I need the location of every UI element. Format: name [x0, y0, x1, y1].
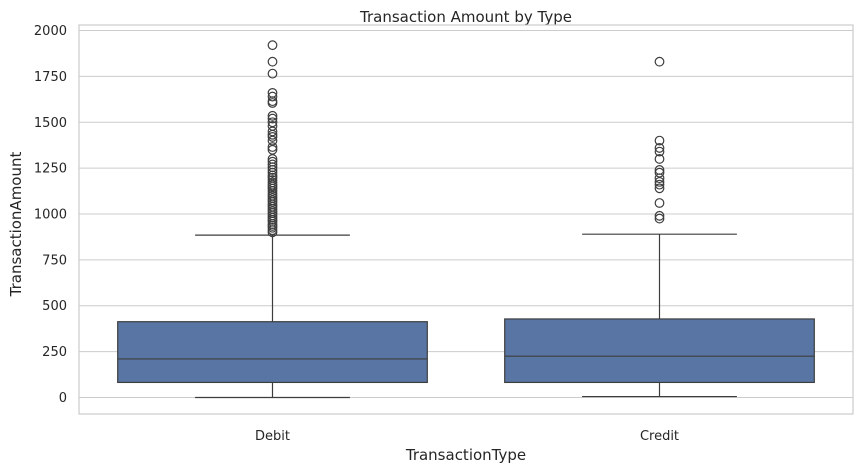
- outlier-credit-8: [654, 165, 665, 175]
- outlier-credit-7: [654, 167, 665, 178]
- box-group-debit: [117, 40, 428, 399]
- y-tick-labels: 0 250 500 750 1000 1250 1500 1750 2000: [34, 24, 67, 406]
- x-tick-label-debit: Debit: [255, 429, 290, 444]
- outlier-credit-4: [654, 179, 665, 190]
- y-tick-label-1750: 1750: [34, 70, 67, 85]
- y-tick-label-500: 500: [42, 299, 67, 314]
- outlier-credit-13: [654, 56, 665, 67]
- iqr-box-credit: [504, 318, 815, 384]
- outlier-debit-30: [267, 159, 278, 170]
- outlier-debit-49: [267, 40, 278, 51]
- y-tick-label-1500: 1500: [34, 116, 67, 131]
- y-tick-label-1000: 1000: [34, 207, 67, 222]
- outlier-debit-23: [267, 177, 278, 188]
- outlier-debit-34: [267, 142, 278, 152]
- chart-title: Transaction Amount by Type: [359, 8, 572, 26]
- outlier-credit-0: [654, 213, 665, 224]
- iqr-box-debit: [117, 321, 428, 384]
- outlier-debit-31: [267, 156, 278, 167]
- outlier-debit-41: [267, 113, 278, 124]
- outlier-credit-12: [654, 135, 665, 146]
- y-tick-label-750: 750: [42, 253, 67, 268]
- x-tick-label-credit: Credit: [640, 429, 679, 444]
- y-axis-title: TransactionAmount: [7, 152, 25, 298]
- outlier-debit-45: [267, 91, 278, 102]
- outlier-debit-40: [267, 117, 278, 128]
- y-tick-label-2000: 2000: [34, 24, 67, 39]
- x-tick-labels: Debit Credit: [255, 429, 679, 444]
- outlier-debit-42: [267, 110, 278, 121]
- box-group-credit: [504, 56, 815, 398]
- y-tick-label-1250: 1250: [34, 162, 67, 177]
- plot-frame: [78, 24, 854, 415]
- outlier-credit-9: [654, 154, 665, 164]
- outlier-debit-39: [267, 121, 278, 131]
- outlier-debit-47: [267, 68, 278, 79]
- outlier-credit-2: [654, 198, 665, 208]
- outlier-debit-46: [267, 87, 278, 98]
- x-axis-title: TransactionType: [405, 446, 526, 464]
- y-tick-label-0: 0: [59, 391, 67, 406]
- outlier-debit-48: [267, 56, 278, 67]
- box-series: [117, 40, 815, 399]
- outlier-credit-11: [654, 143, 665, 153]
- y-tick-label-250: 250: [42, 345, 67, 360]
- outlier-credit-10: [654, 146, 665, 157]
- outlier-credit-1: [654, 210, 665, 221]
- outlier-debit-24: [267, 175, 278, 185]
- outlier-credit-3: [654, 183, 665, 194]
